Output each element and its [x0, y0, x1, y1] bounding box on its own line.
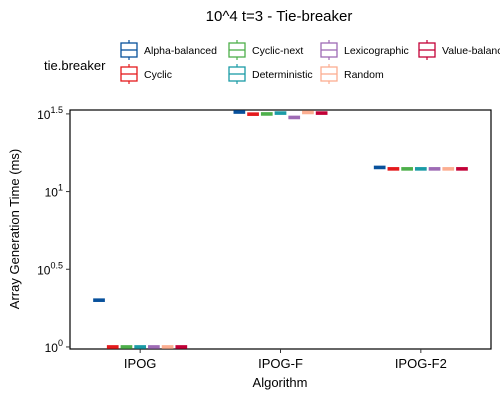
- legend-item-deterministic: Deterministic: [228, 64, 313, 84]
- box-ipog-f-random: [302, 110, 314, 115]
- x-axis: IPOG IPOG-F IPOG-F2: [124, 349, 447, 371]
- y-axis-label: Array Generation Time (ms): [7, 149, 22, 309]
- legend-item-cyclic-next: Cyclic-next: [228, 40, 303, 60]
- legend: tie.breaker Alpha-balanced Cyclic Cyclic-n…: [44, 40, 500, 84]
- legend-item-cyclic: Cyclic: [120, 64, 172, 84]
- legend-title: tie.breaker: [44, 58, 106, 73]
- box-ipog-f-alpha-balanced: [233, 110, 246, 114]
- box-ipog-f-value-balanced: [315, 111, 328, 115]
- plot-panel: [69, 109, 492, 350]
- legend-label-alpha-balanced: Alpha-balanced: [144, 45, 217, 57]
- y-tick-label: 101: [45, 183, 63, 200]
- box-ipog-f2-cyclic-next: [401, 167, 413, 171]
- legend-item-value-balanced: Value-balanced: [418, 40, 500, 60]
- box-ipog-lexicographic: [148, 345, 160, 349]
- legend-label-cyclic: Cyclic: [144, 69, 172, 81]
- x-tick-label-ipog-f: IPOG-F: [258, 356, 303, 371]
- box-ipog-f2-value-balanced: [456, 167, 468, 171]
- legend-label-cyclic-next: Cyclic-next: [252, 45, 303, 57]
- box-ipog-f-lexicographic: [288, 115, 301, 120]
- box-ipog-alpha-balanced: [93, 298, 105, 302]
- legend-item-alpha-balanced: Alpha-balanced: [120, 40, 217, 60]
- plot-marks: [93, 110, 468, 349]
- box-ipog-f-cyclic: [247, 112, 259, 116]
- y-tick-label: 101.5: [37, 105, 63, 122]
- y-tick-label: 100: [45, 338, 63, 355]
- legend-item-lexicographic: Lexicographic: [320, 40, 409, 60]
- box-ipog-f-cyclic-next: [260, 112, 273, 116]
- x-axis-label: Algorithm: [253, 375, 308, 390]
- box-ipog-f-deterministic: [274, 111, 287, 115]
- legend-label-lexicographic: Lexicographic: [344, 45, 409, 57]
- legend-item-random: Random: [320, 64, 384, 84]
- y-tick-label: 100.5: [37, 260, 63, 277]
- box-ipog-f2-random: [442, 167, 455, 171]
- box-ipog-cyclic: [106, 345, 119, 349]
- box-ipog-f2-lexicographic: [428, 167, 441, 171]
- chart-title: 10^4 t=3 - Tie-breaker: [206, 8, 353, 25]
- legend-label-deterministic: Deterministic: [252, 69, 313, 81]
- box-ipog-deterministic: [134, 345, 147, 349]
- box-ipog-cyclic-next: [120, 345, 133, 349]
- box-ipog-random: [161, 345, 174, 349]
- box-ipog-f2-alpha-balanced: [373, 165, 386, 170]
- legend-label-value-balanced: Value-balanced: [442, 45, 500, 57]
- x-tick-label-ipog: IPOG: [124, 356, 157, 371]
- x-tick-label-ipog-f2: IPOG-F2: [395, 356, 447, 371]
- y-axis: 100 100.5 101 101.5: [37, 105, 70, 355]
- legend-label-random: Random: [344, 69, 384, 81]
- box-ipog-f2-cyclic: [387, 167, 400, 171]
- box-ipog-f2-deterministic: [414, 167, 427, 171]
- box-ipog-value-balanced: [175, 345, 188, 349]
